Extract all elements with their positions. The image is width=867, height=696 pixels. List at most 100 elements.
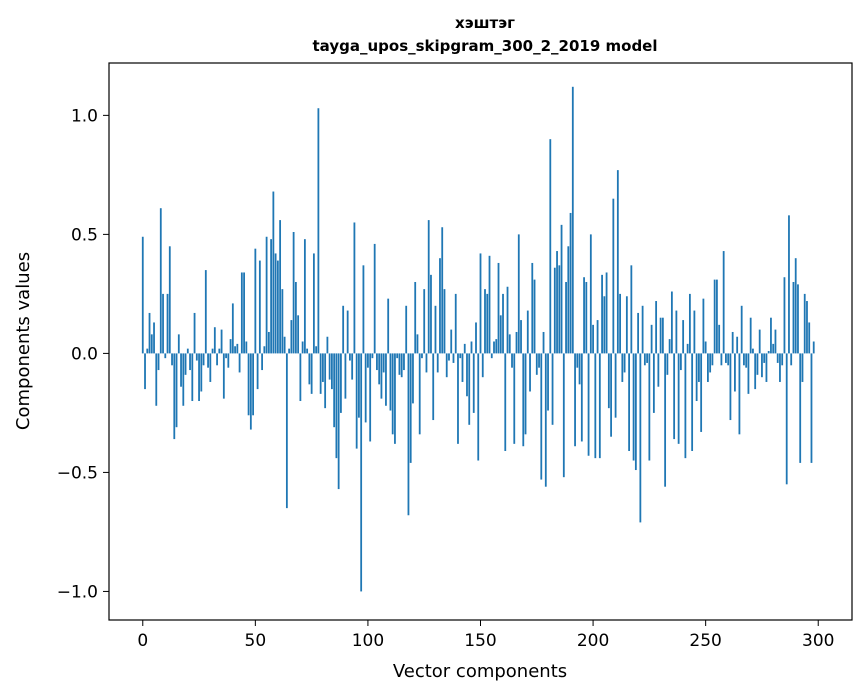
bar [238,353,241,373]
bar [258,260,261,354]
bar [682,320,685,354]
bar [254,248,257,354]
bar [639,353,642,523]
bar [716,279,718,354]
bar [502,293,504,354]
bar [171,353,173,366]
bar [373,243,376,354]
bar [175,353,178,428]
bar [810,353,813,463]
bar [704,341,707,354]
bar [335,353,338,459]
bar [382,353,385,373]
bar [306,348,309,354]
x-axis-ticks: 0 50 100 150 200 250 300 [137,620,834,651]
bar [677,353,680,444]
chart-title: хэштэг [455,14,515,32]
bar [414,281,417,354]
bar [457,353,459,444]
bar [781,353,784,366]
bar [400,353,403,378]
bar [709,353,712,373]
bar [767,351,770,354]
bar [720,353,723,366]
bar [515,331,518,354]
bar [747,353,750,394]
bar [468,353,471,425]
bar [198,353,200,402]
bar [722,251,725,354]
bar [252,353,254,416]
bar [283,336,286,354]
bar [770,317,772,354]
bar [353,222,356,354]
bar [486,293,489,354]
bar [308,353,311,385]
bar [812,341,815,354]
bar [529,353,531,392]
bar [204,270,207,354]
bar [200,353,203,392]
bar [731,331,734,354]
bar [788,215,790,354]
bar [790,353,793,366]
bar [668,339,671,354]
bar [659,317,662,354]
bar [607,353,610,409]
bar [628,353,630,451]
bar [713,279,716,354]
bar [364,353,367,423]
x-tick-label: 250 [689,631,721,651]
bar [558,265,561,354]
bar [738,353,741,435]
bar [349,353,351,361]
bar [567,246,570,354]
bar [317,108,320,354]
bar [614,353,617,418]
bar [234,346,236,354]
bar [481,353,484,378]
bar [587,353,590,456]
bar [745,353,748,368]
bar [641,305,644,354]
bar [632,353,635,461]
bar [547,353,549,411]
bar [517,234,520,354]
bar [698,353,700,382]
bar [342,305,345,354]
bar [213,327,216,354]
bar [578,353,581,385]
bar [691,353,694,451]
bar [195,353,198,361]
bar [279,220,282,354]
bar [472,353,475,413]
bar [583,277,585,354]
bar [725,353,727,363]
bar [763,353,766,363]
bar [272,191,275,354]
bar [686,343,689,354]
bar [168,246,171,354]
bar [495,339,498,354]
bar [504,353,507,451]
bar [436,353,439,373]
bar [661,317,664,354]
bar [141,236,144,354]
bar [655,301,658,354]
bar [326,336,329,354]
x-tick-label: 0 [137,631,148,651]
bar [288,348,291,354]
bar [425,353,428,373]
bar [261,353,263,371]
bar [331,353,333,390]
bar [524,353,527,435]
bar [297,315,300,354]
bar [378,353,381,385]
bar [461,353,464,382]
bar [412,353,414,404]
bar [511,353,513,368]
bar [166,293,169,354]
bar [351,353,354,380]
bar [448,353,450,361]
